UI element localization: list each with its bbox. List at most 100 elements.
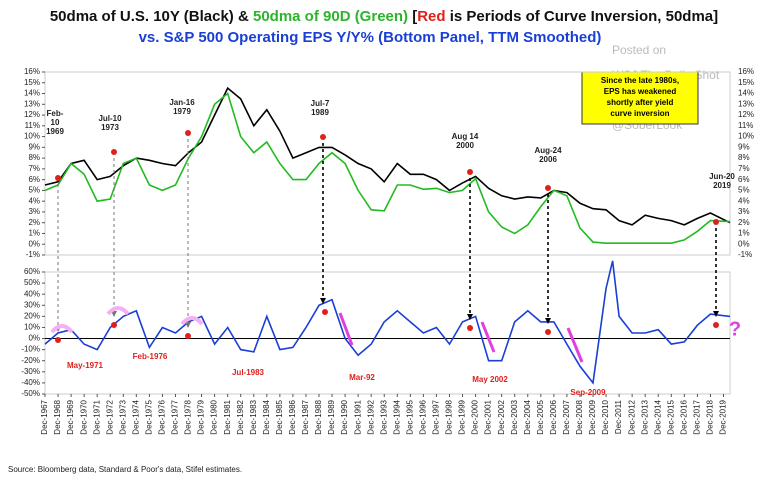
y-tick-label: 6% xyxy=(28,175,40,184)
chart-subtitle: vs. S&P 500 Operating EPS Y/Y% (Bottom P… xyxy=(139,29,602,46)
event-label: 2019 xyxy=(713,181,731,190)
y-tick-label: 9% xyxy=(28,142,40,151)
pink-arc xyxy=(180,316,204,326)
y2-tick-label: 0% xyxy=(738,239,750,248)
y2-tick-label: 9% xyxy=(738,142,750,151)
y-tick-label: 14% xyxy=(24,89,40,98)
y-tick-label: 1% xyxy=(28,229,40,238)
arrow-head xyxy=(111,311,117,317)
x-tick-label: Dec-1978 xyxy=(184,399,193,434)
event-label: Jun-20 xyxy=(709,172,735,181)
inversion-dot xyxy=(467,169,473,175)
y-tick-label: -1% xyxy=(26,250,40,259)
title-part: 50dma of U.S. 10Y (Black) & xyxy=(50,8,253,25)
eps-dot xyxy=(713,322,719,328)
x-tick-label: Dec-2011 xyxy=(614,399,623,434)
trough-label: Sep-2009 xyxy=(570,388,606,397)
question-mark: ? xyxy=(729,318,741,340)
x-tick-label: Dec-2019 xyxy=(719,399,728,434)
x-tick-label: Dec-1985 xyxy=(275,399,284,434)
x-tick-label: Dec-1987 xyxy=(301,399,310,434)
event-label: Jan-16 xyxy=(169,98,195,107)
x-tick-label: Dec-1973 xyxy=(118,399,127,434)
x-tick-label: Dec-1991 xyxy=(353,399,362,434)
event-label: 1989 xyxy=(311,108,329,117)
event-label: Jul-10 xyxy=(98,114,122,123)
x-tick-label: Dec-1980 xyxy=(210,399,219,434)
y-tick-label: 3% xyxy=(28,207,40,216)
y2-tick-label: 6% xyxy=(738,175,750,184)
event-label: Jul-7 xyxy=(311,99,330,108)
x-tick-label: Dec-1979 xyxy=(197,399,206,434)
inversion-dot xyxy=(320,134,326,140)
x-tick-label: Dec-1975 xyxy=(144,399,153,434)
y-tick-label: 2% xyxy=(28,218,40,227)
y-tick-label: -40% xyxy=(21,378,40,387)
x-tick-label: Dec-2015 xyxy=(666,399,675,434)
x-tick-label: Dec-2013 xyxy=(640,399,649,434)
eps-dot xyxy=(467,325,473,331)
y-tick-label: 20% xyxy=(24,311,40,320)
y-tick-label: -30% xyxy=(21,367,40,376)
x-tick-label: Dec-2003 xyxy=(510,399,519,434)
x-tick-label: Dec-1989 xyxy=(327,399,336,434)
callout-text: shortly after yield xyxy=(607,98,674,107)
event-label: Feb- xyxy=(47,109,64,118)
arrow-head xyxy=(713,311,719,317)
trough-label: May 2002 xyxy=(472,375,508,384)
y-tick-label: 0% xyxy=(28,334,40,343)
y2-tick-label: 7% xyxy=(738,164,750,173)
pink-arc xyxy=(50,324,74,334)
x-tick-label: Dec-1971 xyxy=(92,399,101,434)
x-tick-label: Dec-1994 xyxy=(392,399,401,434)
inversion-dot xyxy=(713,219,719,225)
pink-arrow xyxy=(338,312,354,346)
x-tick-label: Dec-1990 xyxy=(340,399,349,434)
eps-dot xyxy=(322,309,328,315)
trough-label: Jul-1983 xyxy=(232,368,265,377)
event-label: 2000 xyxy=(456,141,474,150)
y-tick-label: 10% xyxy=(24,132,40,141)
x-tick-label: Dec-1986 xyxy=(288,399,297,434)
trough-label: Mar-92 xyxy=(349,373,375,382)
y2-tick-label: -1% xyxy=(738,250,752,259)
data-line xyxy=(44,260,731,385)
x-tick-label: Dec-2005 xyxy=(536,399,545,434)
inversion-dot xyxy=(55,175,61,181)
y2-tick-label: 8% xyxy=(738,153,750,162)
x-tick-label: Dec-1996 xyxy=(418,399,427,434)
y-tick-label: 15% xyxy=(24,78,40,87)
y-tick-label: 50% xyxy=(24,278,40,287)
y-tick-label: 10% xyxy=(24,323,40,332)
x-tick-label: Dec-1999 xyxy=(458,399,467,434)
title-part: is Periods of Curve Inversion, 50dma] xyxy=(446,8,719,25)
x-tick-label: Dec-2009 xyxy=(588,399,597,434)
arrow-head xyxy=(467,314,473,320)
x-tick-label: Dec-2010 xyxy=(601,399,610,434)
watermark: Posted on xyxy=(612,43,666,57)
callout-text: EPS has weakened xyxy=(604,87,677,96)
y2-tick-label: 11% xyxy=(738,121,753,130)
pink-arrow xyxy=(566,327,584,363)
x-tick-label: Dec-2000 xyxy=(471,399,480,434)
y-tick-label: 30% xyxy=(24,300,40,309)
x-tick-label: Dec-1982 xyxy=(236,399,245,434)
x-tick-label: Dec-1974 xyxy=(131,399,140,434)
event-label: Aug 14 xyxy=(452,132,479,141)
y-tick-label: 40% xyxy=(24,289,40,298)
x-tick-label: Dec-1995 xyxy=(405,399,414,434)
y2-tick-label: 1% xyxy=(738,229,750,238)
y-tick-label: -10% xyxy=(21,345,40,354)
x-tick-label: Dec-1983 xyxy=(249,399,258,434)
data-line xyxy=(44,92,731,244)
x-tick-label: Dec-1988 xyxy=(314,399,323,434)
x-tick-label: Dec-2014 xyxy=(653,399,662,434)
x-tick-label: Dec-1992 xyxy=(366,399,375,434)
y-tick-label: 12% xyxy=(24,110,40,119)
x-tick-label: Dec-1981 xyxy=(223,399,232,434)
y-tick-label: -20% xyxy=(21,356,40,365)
x-tick-label: Dec-1967 xyxy=(40,399,49,434)
y2-tick-label: 16% xyxy=(738,67,754,76)
x-tick-label: Dec-1984 xyxy=(262,399,271,434)
